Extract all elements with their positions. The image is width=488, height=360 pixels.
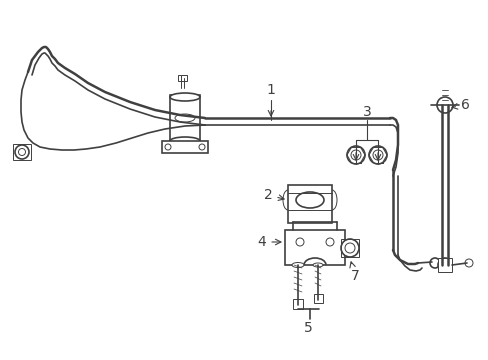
Bar: [13, 144, 31, 160]
Ellipse shape: [291, 262, 304, 267]
Bar: [340, 239, 358, 257]
Bar: [170, 95, 200, 141]
Text: 2: 2: [263, 188, 284, 202]
Bar: [437, 258, 451, 272]
Text: 5: 5: [303, 321, 312, 335]
Circle shape: [295, 238, 304, 246]
Circle shape: [429, 258, 439, 268]
Circle shape: [372, 150, 382, 160]
Circle shape: [19, 149, 25, 156]
Circle shape: [464, 259, 472, 267]
Circle shape: [340, 239, 358, 257]
Circle shape: [15, 145, 29, 159]
Bar: [181, 75, 186, 81]
Circle shape: [350, 150, 360, 160]
Bar: [313, 294, 323, 303]
Circle shape: [325, 238, 333, 246]
Bar: [292, 299, 303, 309]
Circle shape: [346, 146, 364, 164]
Bar: [285, 230, 345, 265]
Circle shape: [437, 258, 451, 272]
Text: 1: 1: [266, 83, 275, 97]
Text: 4: 4: [257, 235, 281, 249]
Bar: [178, 75, 183, 81]
Text: 7: 7: [349, 262, 359, 283]
Ellipse shape: [170, 93, 200, 101]
Circle shape: [345, 243, 354, 253]
Text: 3: 3: [362, 105, 370, 119]
Ellipse shape: [170, 137, 200, 145]
Circle shape: [436, 97, 452, 113]
Bar: [287, 185, 331, 223]
Text: 6: 6: [451, 98, 469, 112]
Circle shape: [368, 146, 386, 164]
Circle shape: [199, 144, 204, 150]
Ellipse shape: [312, 263, 323, 267]
Circle shape: [164, 144, 171, 150]
Bar: [162, 141, 207, 153]
